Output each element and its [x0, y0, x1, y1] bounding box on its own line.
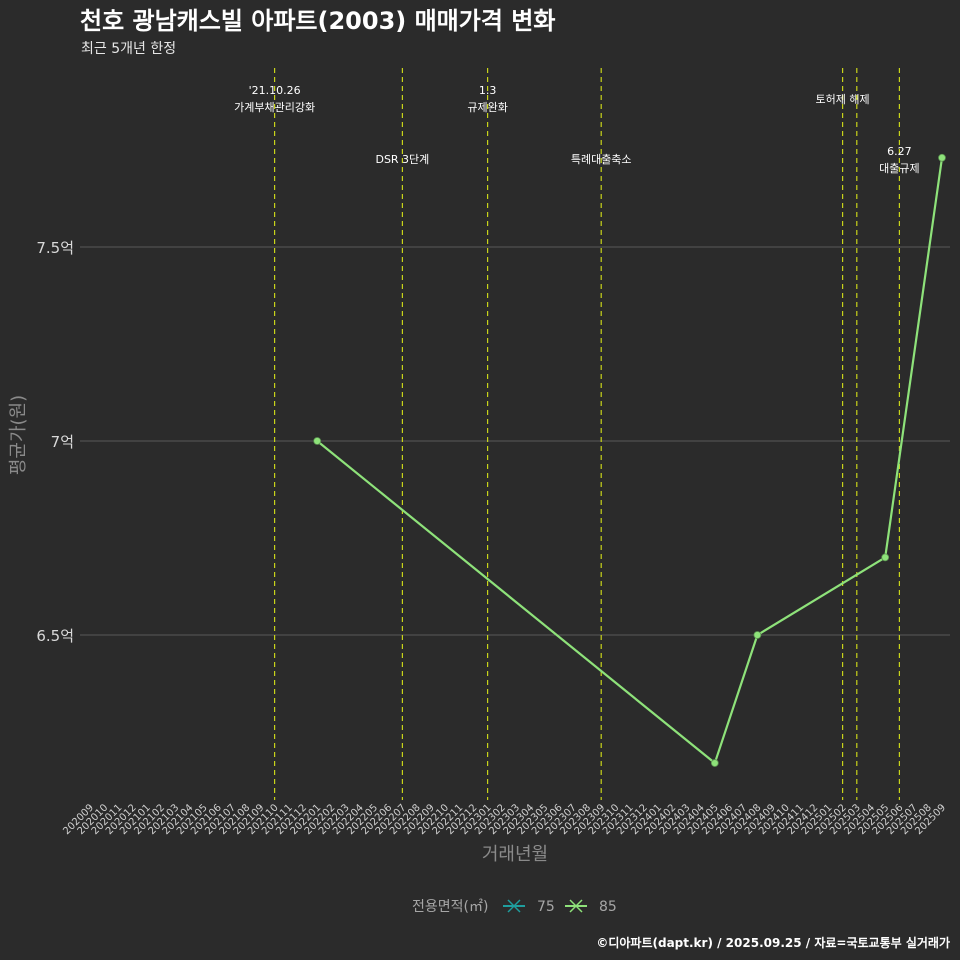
chart-subtitle: 최근 5개년 한정: [81, 41, 176, 57]
data-point: [938, 153, 946, 162]
legend-label: 75: [537, 899, 555, 915]
legend-item-75: 75: [503, 899, 555, 915]
legend-items: 75 85: [503, 899, 617, 915]
event-label: 가계부채관리강화: [234, 101, 315, 114]
series-line-85: [316, 157, 944, 765]
chart-caption: ©디아파트(dapt.kr) / 2025.09.25 / 자료=국토교통부 실…: [596, 935, 950, 950]
legend-item-85: 85: [565, 899, 617, 915]
legend-label: 85: [599, 899, 617, 915]
y-tick-labels: 6.5억 7억 7.5억: [36, 239, 74, 645]
event-label: 6.27: [887, 145, 912, 158]
chart-title: 천호 광남캐스빌 아파트(2003) 매매가격 변화: [80, 7, 555, 35]
data-point: [313, 437, 322, 445]
data-point: [753, 631, 762, 639]
y-tick-label: 7.5억: [36, 239, 74, 257]
legend-swatch-cross: [569, 899, 583, 913]
event-label: DSR 3단계: [375, 153, 429, 166]
legend-title: 전용면적(㎡): [412, 899, 488, 915]
event-label: 특례대출축소: [571, 153, 632, 166]
x-tick-labels: 2020092020102020112020122021012021022021…: [61, 802, 948, 837]
data-point: [881, 553, 890, 562]
event-label: 규제완화: [467, 101, 507, 114]
y-tick-label: 7억: [51, 433, 74, 451]
legend-swatch-cross: [507, 899, 521, 913]
legend: 전용면적(㎡) 75 85: [412, 899, 617, 915]
data-point: [710, 759, 719, 767]
series-layer: [313, 153, 946, 767]
event-label: 1.3: [479, 84, 497, 97]
event-label: '21.10.26: [249, 84, 301, 97]
event-label: 토허제 해제: [816, 92, 870, 106]
x-axis-title: 거래년월: [482, 844, 548, 865]
event-label: 대출규제: [879, 162, 919, 175]
y-tick-label: 6.5억: [36, 627, 74, 645]
grid-layer: [80, 246, 950, 636]
y-axis-title: 평균가(원): [8, 395, 29, 475]
